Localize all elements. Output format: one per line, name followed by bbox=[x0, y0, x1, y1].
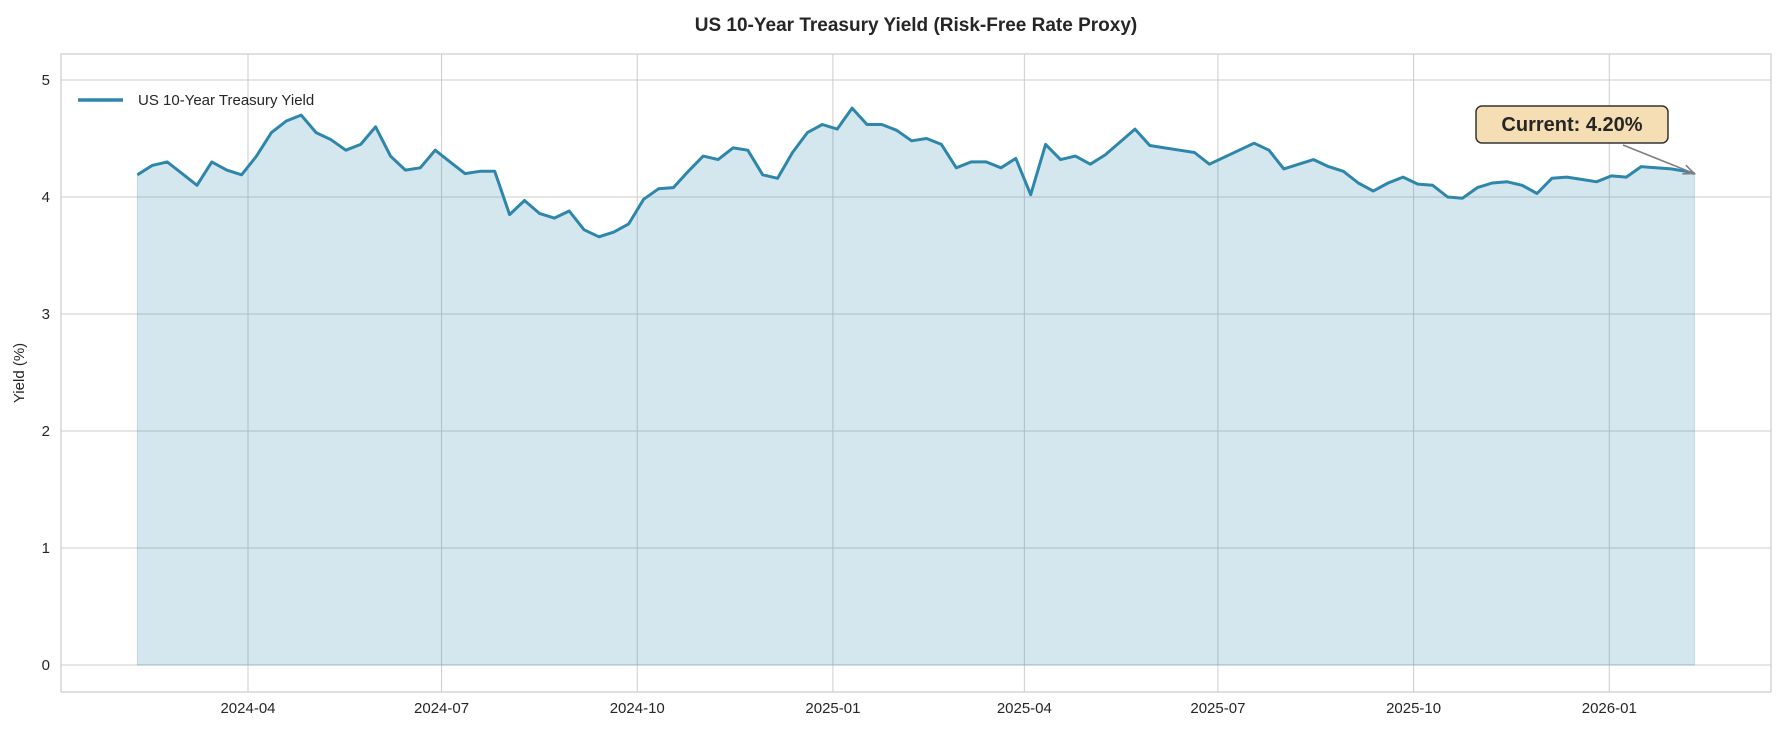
x-tick-label: 2024-07 bbox=[414, 700, 469, 717]
y-tick-label: 1 bbox=[42, 540, 50, 557]
plot-frame bbox=[60, 53, 1772, 693]
y-tick-label: 3 bbox=[42, 306, 50, 323]
y-tick-label: 5 bbox=[42, 72, 50, 89]
annotation-box bbox=[1475, 105, 1669, 144]
x-tick-label: 2025-01 bbox=[805, 700, 860, 717]
x-tick-label: 2026-01 bbox=[1582, 700, 1637, 717]
annotation-arrowhead bbox=[1682, 164, 1697, 175]
y-tick-labels: 0 1 2 3 4 5 bbox=[42, 72, 50, 674]
current-value-annotation: Current: 4.20% bbox=[1475, 105, 1697, 175]
legend: US 10-Year Treasury Yield bbox=[78, 92, 314, 109]
series-line bbox=[136, 106, 1695, 239]
annotation-arrow bbox=[1622, 144, 1695, 175]
x-tick-label: 2024-04 bbox=[220, 700, 275, 717]
y-axis-label: Yield (%) bbox=[11, 343, 28, 403]
x-tick-labels: 2024-04 2024-07 2024-10 2025-01 2025-04 2025-… bbox=[220, 700, 1636, 717]
x-tick-label: 2025-07 bbox=[1190, 700, 1245, 717]
chart-title: US 10-Year Treasury Yield (Risk-Free Rat… bbox=[695, 15, 1138, 36]
x-tick-label: 2024-10 bbox=[610, 700, 665, 717]
legend-label: US 10-Year Treasury Yield bbox=[138, 92, 314, 109]
annotation-text: Current: 4.20% bbox=[1501, 114, 1642, 136]
x-tick-label: 2025-10 bbox=[1386, 700, 1441, 717]
y-tick-label: 2 bbox=[42, 423, 50, 440]
series-area-layer bbox=[136, 106, 1695, 666]
y-tick-label: 0 bbox=[42, 657, 50, 674]
x-tick-label: 2025-04 bbox=[997, 700, 1052, 717]
series-area-fill bbox=[136, 107, 1695, 666]
y-tick-label: 4 bbox=[42, 189, 50, 206]
